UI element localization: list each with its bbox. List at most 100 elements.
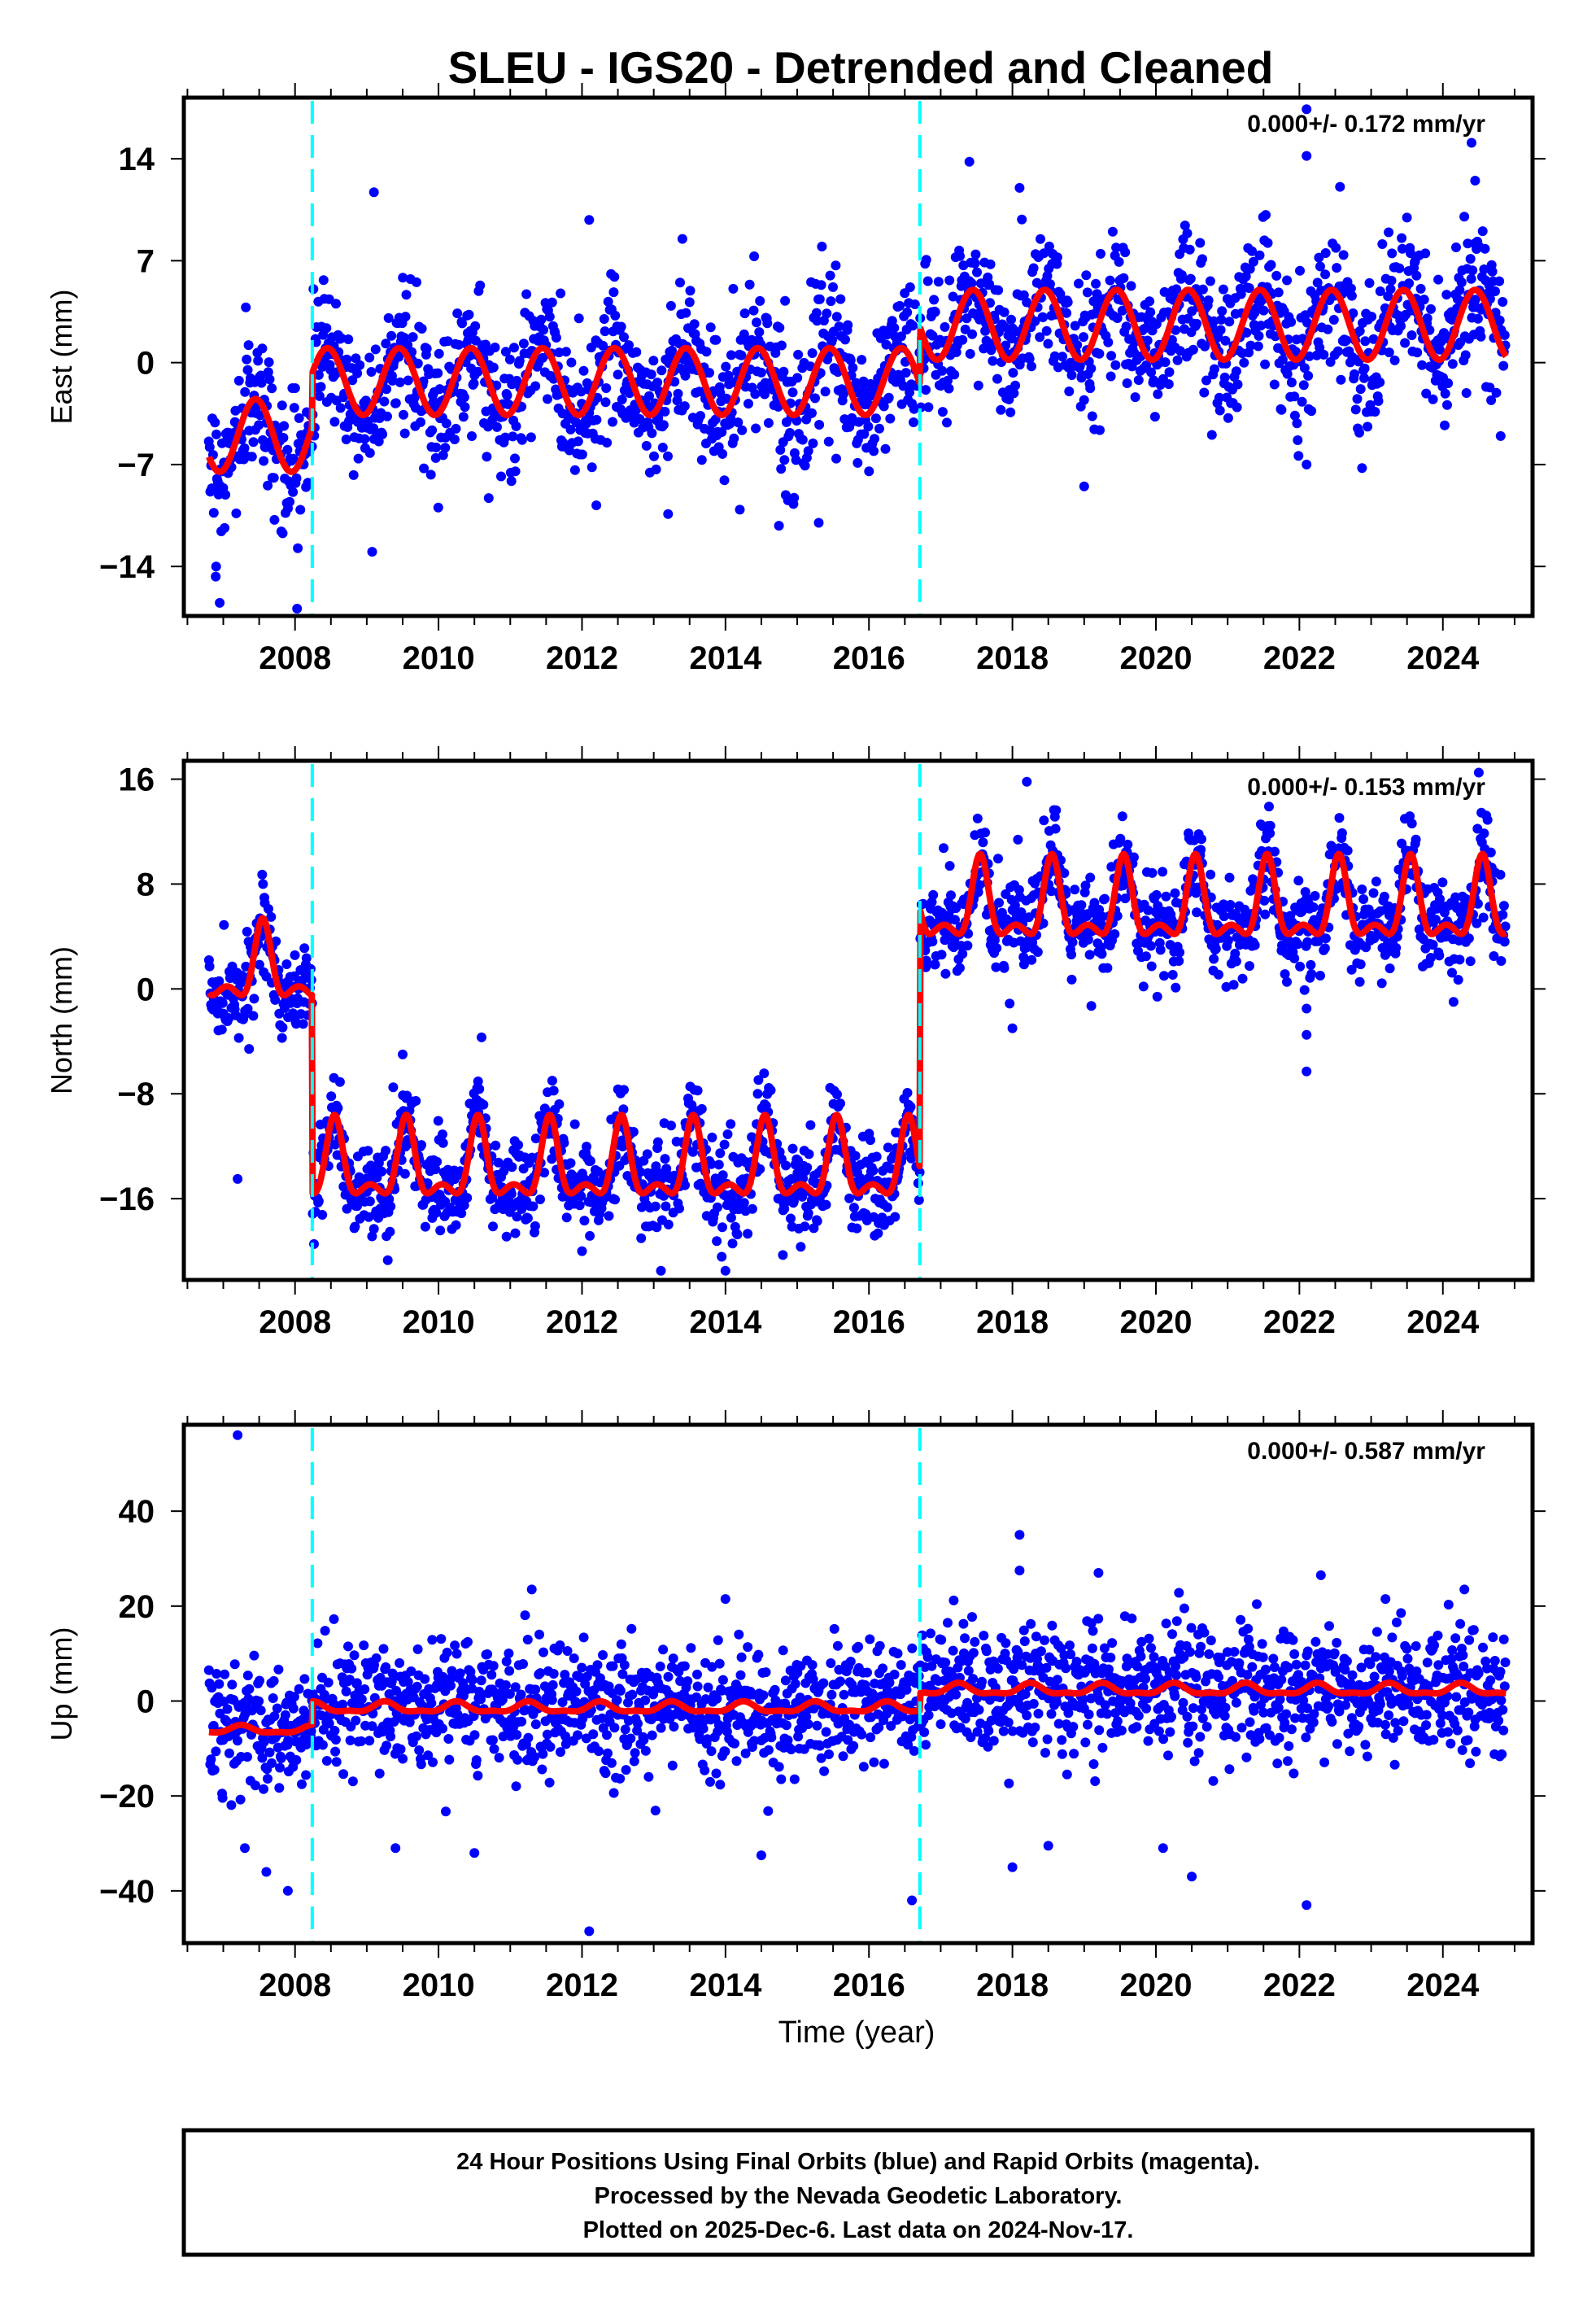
chart-title: SLEU - IGS20 - Detrended and Cleaned (448, 42, 1274, 93)
data-point (1494, 276, 1505, 286)
data-point (940, 321, 950, 332)
east-axis-ticks (171, 83, 1546, 631)
data-point (857, 355, 867, 365)
data-point (881, 339, 892, 350)
data-point (713, 1635, 723, 1645)
data-point (451, 1649, 462, 1659)
data-point (744, 279, 755, 290)
data-point (517, 1203, 527, 1214)
data-point (817, 242, 827, 251)
data-point (1385, 963, 1395, 974)
data-point (726, 1212, 736, 1223)
data-point (1161, 891, 1171, 902)
data-point (264, 374, 275, 385)
data-point (264, 904, 273, 914)
data-point (500, 347, 511, 357)
data-point (1460, 350, 1471, 360)
data-point (266, 911, 277, 922)
data-point (227, 1679, 238, 1690)
data-point (870, 434, 879, 444)
data-point (211, 1746, 221, 1757)
y-tick-label: −14 (99, 549, 155, 585)
data-point (1013, 834, 1023, 845)
data-point (1171, 325, 1181, 335)
data-point (326, 1091, 337, 1102)
data-point (667, 1760, 678, 1771)
data-point (1337, 828, 1347, 838)
data-point (1406, 330, 1417, 340)
data-point (518, 338, 529, 349)
data-point (1440, 388, 1450, 399)
data-point (460, 402, 470, 413)
data-point (1282, 275, 1293, 286)
data-point (408, 332, 418, 343)
data-point (427, 1635, 438, 1645)
data-point (1005, 407, 1016, 417)
data-point (1105, 275, 1115, 286)
data-point (367, 547, 377, 557)
data-point (843, 320, 853, 330)
data-point (1472, 313, 1483, 324)
data-point (511, 1781, 521, 1792)
data-point (640, 1745, 651, 1756)
data-point (390, 398, 401, 408)
data-point (277, 1033, 287, 1043)
data-point (650, 1806, 661, 1816)
data-point (1422, 313, 1432, 324)
data-point (1001, 340, 1011, 351)
data-point (873, 1228, 883, 1238)
data-point (566, 357, 577, 368)
data-point (826, 1689, 837, 1700)
data-point (242, 1752, 252, 1762)
data-point (692, 1085, 703, 1096)
data-point (1486, 395, 1497, 405)
data-point (471, 1755, 482, 1766)
data-point (1103, 337, 1114, 347)
data-point (411, 1096, 421, 1106)
data-point (226, 1800, 237, 1810)
north-y-axis-label: North (mm) (45, 946, 78, 1094)
data-point (1262, 238, 1273, 248)
data-point (220, 490, 231, 500)
data-point (569, 1653, 579, 1663)
data-point (598, 1650, 608, 1660)
data-point (291, 1755, 302, 1765)
data-point (399, 428, 410, 439)
data-point (1259, 895, 1270, 906)
data-point (679, 401, 690, 412)
outlier-point (1302, 459, 1312, 469)
data-point (774, 322, 785, 333)
data-point (1095, 425, 1105, 435)
data-point (475, 280, 486, 290)
data-point (944, 275, 955, 286)
data-point (1323, 324, 1333, 334)
data-point (994, 898, 1004, 908)
data-point (264, 357, 274, 368)
data-point (1248, 256, 1258, 267)
data-point (259, 1784, 268, 1794)
data-point (1304, 351, 1315, 361)
data-point (850, 1151, 861, 1161)
data-point (619, 1085, 629, 1095)
data-point (1052, 252, 1062, 263)
data-point (378, 1644, 389, 1654)
data-point (1375, 286, 1385, 296)
data-point (443, 336, 453, 347)
data-point (506, 1189, 517, 1199)
data-point (1293, 435, 1303, 445)
data-point (279, 421, 290, 431)
data-point (609, 1723, 620, 1733)
data-point (1184, 244, 1195, 255)
data-point (763, 1806, 774, 1816)
data-point (1244, 283, 1254, 293)
data-point (1066, 950, 1076, 960)
data-point (759, 1068, 770, 1079)
data-point (1350, 369, 1359, 379)
data-point (944, 383, 954, 394)
data-point (1182, 228, 1193, 238)
east-offset-lines (310, 101, 922, 616)
data-point (473, 1077, 483, 1086)
data-point (755, 1164, 765, 1174)
data-point (1028, 263, 1039, 273)
data-point (492, 421, 502, 432)
